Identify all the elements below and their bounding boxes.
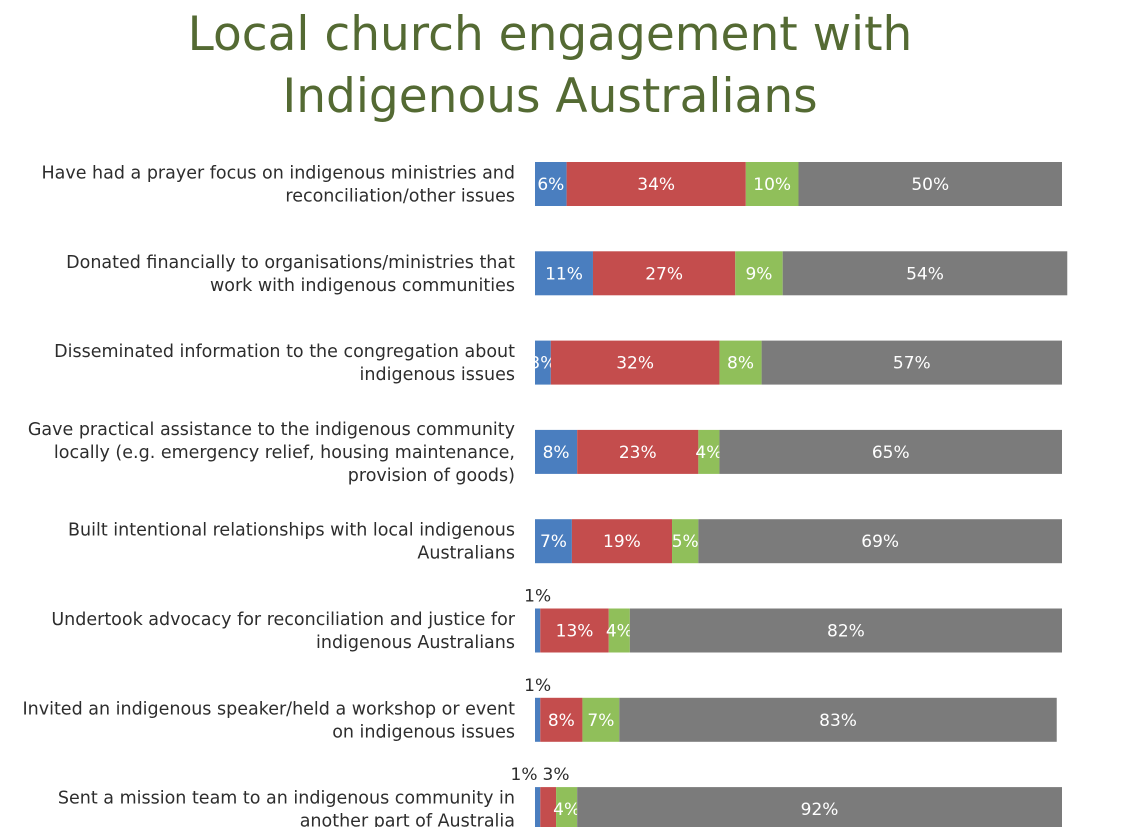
segment-value-label: 83% — [819, 711, 857, 731]
bar-segment — [535, 429, 578, 474]
category-label-line: Gave practical assistance to the indigen… — [28, 420, 515, 440]
category-label: Undertook advocacy for reconciliation an… — [51, 610, 515, 653]
bar-segment — [535, 608, 541, 653]
category-label-line: Sent a mission team to an indigenous com… — [58, 789, 515, 809]
segment-value-label: 65% — [872, 443, 910, 463]
category-label-line: Donated financially to organisations/min… — [66, 253, 515, 273]
category-label-line: Built intentional relationships with loc… — [68, 521, 515, 541]
segment-value-label: 19% — [603, 532, 641, 552]
segment-value-label: 32% — [616, 354, 654, 374]
bar-segment — [535, 162, 567, 206]
segment-value-label: 23% — [619, 443, 657, 463]
bar-segment — [698, 429, 720, 474]
segment-value-label-outside: 3% — [543, 765, 570, 785]
category-label-line: Australians — [417, 544, 515, 564]
category-label-line: on indigenous issues — [332, 722, 515, 742]
chart-title-line-2: Indigenous Australians — [282, 69, 818, 124]
category-label: Invited an indigenous speaker/held a wor… — [22, 699, 515, 742]
category-label: Built intentional relationships with loc… — [68, 521, 515, 564]
segment-value-label: 34% — [637, 175, 675, 195]
bar-segment — [556, 787, 578, 827]
bar-segment — [535, 340, 551, 385]
bar-segment — [540, 608, 609, 653]
category-label-line: Undertook advocacy for reconciliation an… — [51, 610, 515, 630]
bar-segment — [577, 787, 1062, 827]
segment-value-label: 7% — [540, 532, 567, 552]
bar-segment — [577, 429, 699, 474]
category-label-line: locally (e.g. emergency relief, housing … — [54, 443, 515, 463]
bar-segment — [735, 251, 783, 296]
category-label: Sent a mission team to an indigenous com… — [58, 789, 515, 827]
bar-segment — [550, 340, 720, 385]
bar-segment — [761, 340, 1062, 385]
segment-value-label-outside: 1% — [524, 587, 551, 607]
category-label-line: indigenous issues — [360, 365, 515, 385]
category-label-line: Have had a prayer focus on indigenous mi… — [41, 164, 515, 184]
bar-segment — [719, 429, 1062, 474]
category-label-line: Disseminated information to the congrega… — [54, 342, 515, 362]
segment-value-label: 3% — [529, 354, 556, 374]
segment-value-label: 4% — [553, 800, 580, 820]
bar-segment — [571, 519, 673, 564]
segment-value-label: 82% — [827, 622, 865, 642]
segment-value-label: 92% — [801, 800, 839, 820]
segment-value-label: 8% — [727, 354, 754, 374]
bar-segment — [608, 608, 630, 653]
category-label: Have had a prayer focus on indigenous mi… — [41, 164, 515, 207]
segment-value-label: 4% — [695, 443, 722, 463]
segment-value-label: 50% — [911, 175, 949, 195]
segment-value-label: 54% — [906, 264, 944, 284]
segment-value-label: 5% — [672, 532, 699, 552]
chart-title: Local church engagement with Indigenous … — [0, 4, 1100, 128]
category-label: Donated financially to organisations/min… — [66, 253, 515, 296]
segment-value-label: 11% — [545, 264, 583, 284]
bar-segment — [566, 162, 746, 206]
category-label-line: indigenous Australians — [316, 633, 515, 653]
bar-segment — [535, 697, 541, 742]
bar-segment — [535, 519, 572, 564]
bar-segment — [540, 787, 557, 827]
bar-segment — [629, 608, 1062, 653]
segment-value-label: 9% — [745, 264, 772, 284]
category-label-line: reconciliation/other issues — [285, 187, 515, 207]
bar-segment — [592, 251, 736, 296]
segment-value-label-outside: 1% — [511, 765, 538, 785]
category-label-line: Invited an indigenous speaker/held a wor… — [22, 699, 515, 719]
bar-segment — [719, 340, 762, 385]
category-label-line: provision of goods) — [348, 466, 515, 486]
segment-value-label: 57% — [893, 354, 931, 374]
chart-title-line-1: Local church engagement with — [187, 7, 913, 62]
segment-value-label-outside: 1% — [524, 676, 551, 696]
bar-segment — [619, 697, 1057, 742]
bar-segment — [745, 162, 799, 206]
bar-segment — [782, 251, 1068, 296]
category-label: Gave practical assistance to the indigen… — [28, 420, 515, 486]
segment-value-label: 8% — [548, 711, 575, 731]
segment-value-label: 8% — [543, 443, 570, 463]
segment-value-label: 4% — [606, 622, 633, 642]
category-label-line: another part of Australia — [300, 812, 515, 827]
bar-segment — [672, 519, 699, 564]
bar-segment — [540, 697, 583, 742]
bar-segment — [535, 787, 541, 827]
segment-value-label: 6% — [537, 175, 564, 195]
bar-segment — [698, 519, 1062, 564]
segment-value-label: 69% — [861, 532, 899, 552]
bar-segment — [535, 251, 593, 296]
segment-value-label: 27% — [645, 264, 683, 284]
segment-value-label: 13% — [556, 622, 594, 642]
category-label: Disseminated information to the congrega… — [54, 342, 515, 385]
segment-value-label: 10% — [753, 175, 791, 195]
category-label-line: work with indigenous communities — [210, 276, 515, 296]
segment-value-label: 7% — [587, 711, 614, 731]
bar-segment — [798, 162, 1062, 206]
bar-segment — [582, 697, 620, 742]
